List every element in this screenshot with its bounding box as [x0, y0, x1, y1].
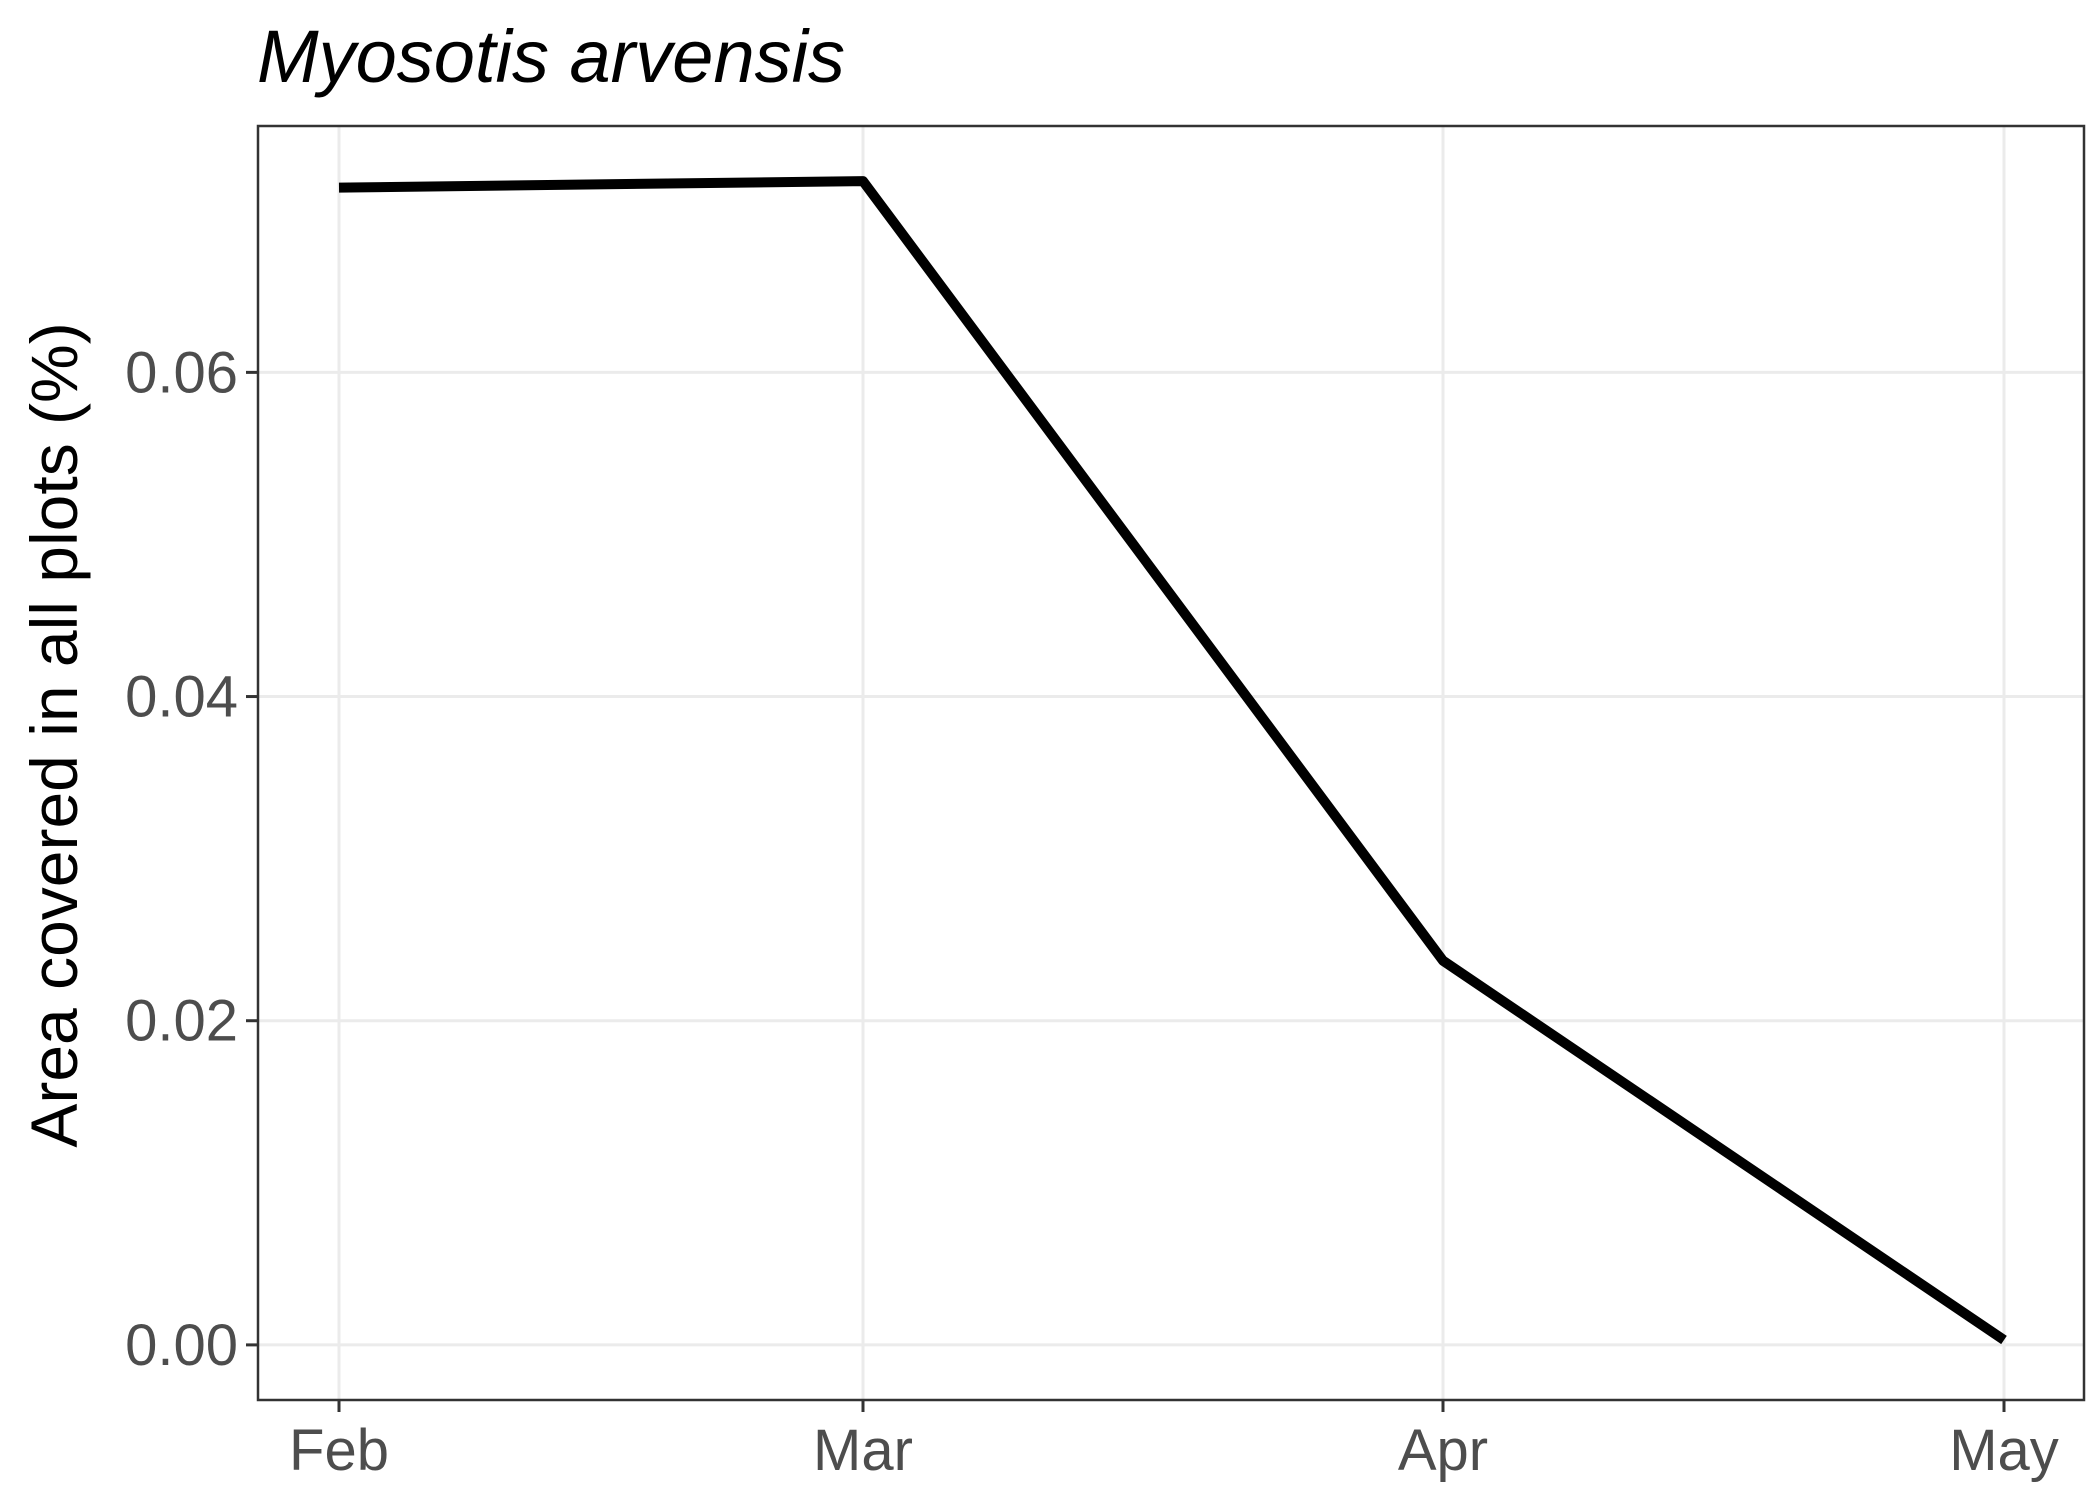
axis-tick-labels: 0.00 0.02 0.04 0.06 Feb Mar Apr May: [125, 340, 2059, 1483]
y-axis-label: Area covered in all plots (%): [17, 322, 91, 1147]
series-line-0: [338, 176, 2007, 1345]
gridlines: [258, 126, 2084, 1400]
y-tick-label: 0.02: [125, 989, 238, 1054]
x-tick-label: Apr: [1398, 1418, 1488, 1483]
plot-panel-border: [256, 124, 2086, 1402]
x-tick-label: Feb: [289, 1418, 389, 1483]
series-layer: [338, 176, 2007, 1345]
axis-ticks: [246, 370, 2006, 1412]
y-tick-label: 0.04: [125, 665, 238, 730]
y-tick-label: 0.06: [125, 340, 238, 405]
chart-title: Myosotis arvensis: [257, 15, 845, 98]
x-tick-label: Mar: [813, 1418, 913, 1483]
y-tick-label: 0.00: [125, 1313, 238, 1378]
x-tick-label: May: [1949, 1418, 2059, 1483]
